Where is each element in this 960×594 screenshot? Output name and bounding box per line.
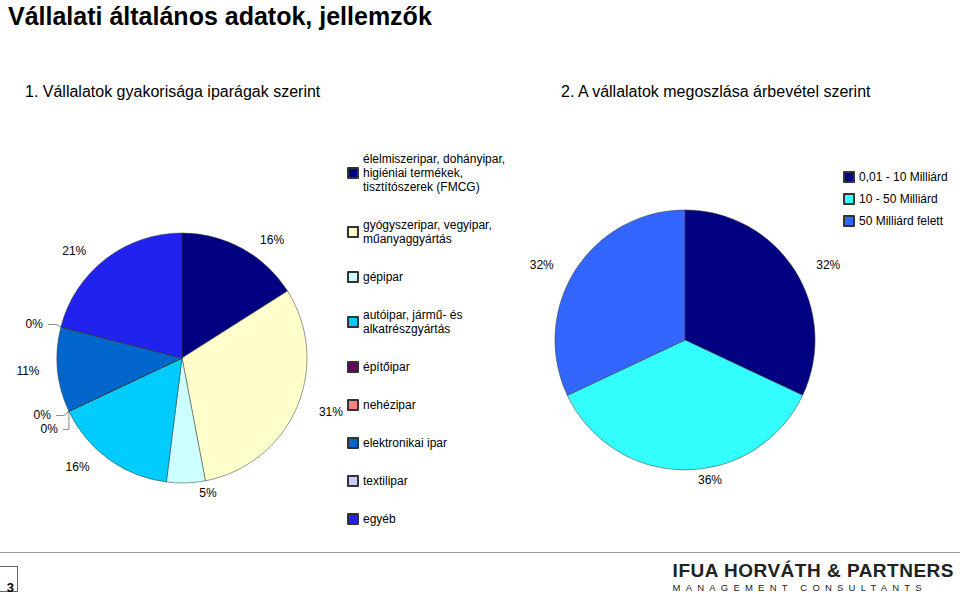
svg-text:textilipar: textilipar (363, 474, 408, 488)
svg-text:0%: 0% (34, 408, 52, 422)
svg-text:1. Vállalatok gyakorisága ipar: 1. Vállalatok gyakorisága iparágak szeri… (25, 83, 321, 100)
html-text:3: 3 (6, 580, 14, 594)
svg-text:31%: 31% (319, 405, 343, 419)
svg-text:32%: 32% (816, 258, 840, 272)
svg-text:élelmiszeripar, dohányipar,: élelmiszeripar, dohányipar, (363, 152, 508, 166)
svg-text:32%: 32% (530, 258, 554, 272)
svg-text:egyéb: egyéb (363, 512, 396, 526)
svg-text:nehézipar: nehézipar (363, 398, 416, 412)
svg-text:0%: 0% (26, 317, 44, 331)
svg-text:21%: 21% (62, 244, 86, 258)
svg-text:10 - 50 Milliárd: 10 - 50 Milliárd (859, 192, 938, 206)
svg-text:elektronikai ipar: elektronikai ipar (363, 436, 447, 450)
svg-text:autóipar, jármű- és: autóipar, jármű- és (363, 308, 466, 322)
svg-text:építőipar: építőipar (363, 360, 410, 374)
svg-text:tisztítószerek (FMCG): tisztítószerek (FMCG) (363, 180, 480, 194)
html-text:IFUA HORVÁTH & PARTNERS: IFUA HORVÁTH & PARTNERS (672, 560, 954, 581)
svg-text:16%: 16% (260, 233, 284, 247)
svg-text:gépipar: gépipar (363, 270, 403, 284)
svg-text:16%: 16% (66, 460, 90, 474)
svg-text:36%: 36% (698, 473, 722, 487)
svg-text:5%: 5% (199, 486, 217, 500)
svg-text:műanyaggyártás: műanyaggyártás (363, 232, 452, 246)
svg-text:0,01 - 10 Milliárd: 0,01 - 10 Milliárd (859, 170, 948, 184)
html-text:MANAGEMENT CONSULTANTS: MANAGEMENT CONSULTANTS (672, 582, 927, 593)
svg-text:alkatrészgyártás: alkatrészgyártás (363, 322, 450, 336)
svg-text:gyógyszeripar, vegyipar,: gyógyszeripar, vegyipar, (363, 218, 495, 232)
svg-text:50 Milliárd felett: 50 Milliárd felett (859, 214, 944, 228)
svg-text:11%: 11% (16, 364, 39, 378)
svg-text:2. A vállalatok megoszlása árb: 2. A vállalatok megoszlása árbevétel sze… (561, 83, 871, 100)
html-text:Vállalati általános adatok, je: Vállalati általános adatok, jellemzők (8, 2, 432, 30)
svg-text:higiéniai termékek,: higiéniai termékek, (363, 166, 466, 180)
svg-text:0%: 0% (41, 422, 59, 436)
